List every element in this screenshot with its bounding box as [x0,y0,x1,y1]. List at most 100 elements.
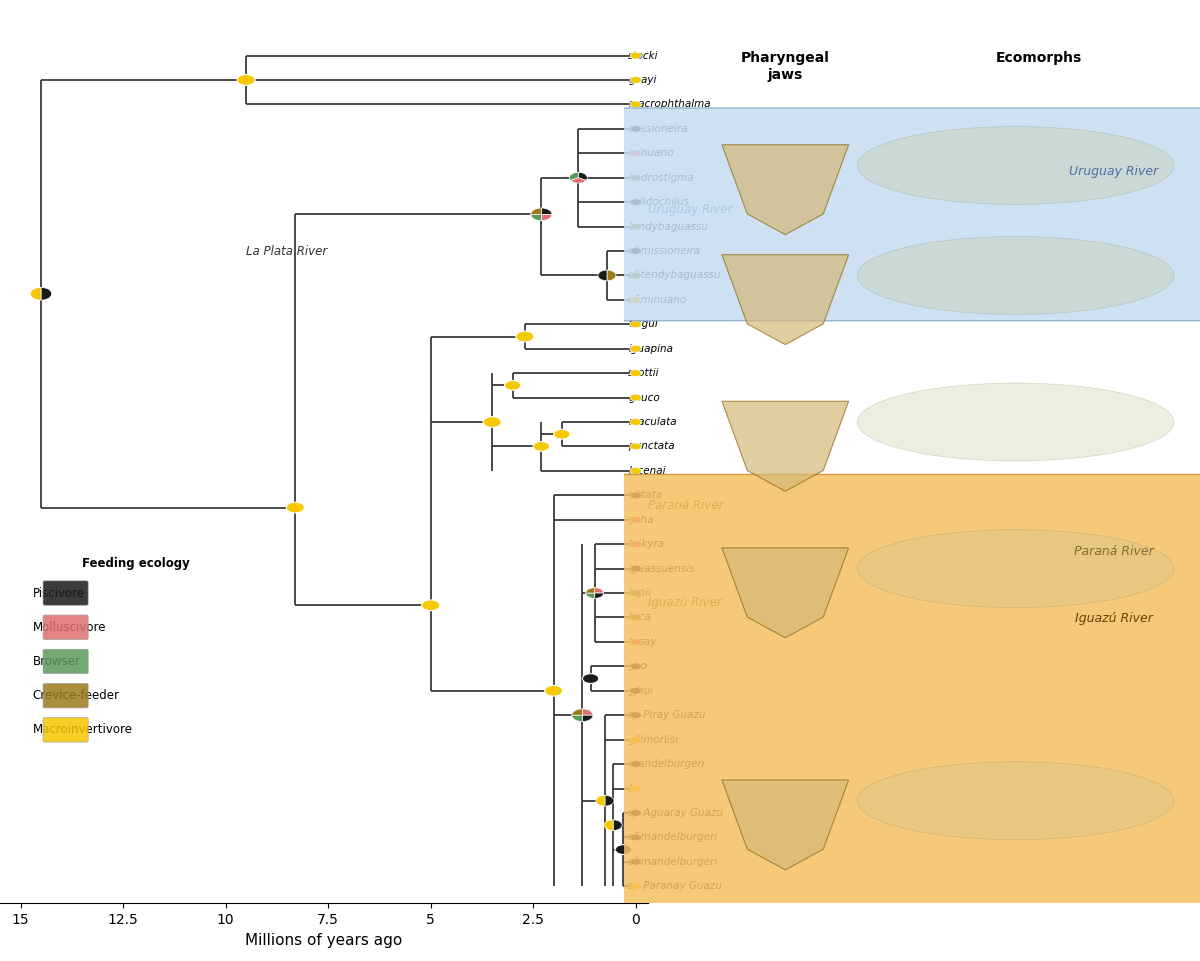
Ellipse shape [857,236,1174,314]
Wedge shape [41,287,52,300]
Text: maculata: maculata [629,417,677,427]
Text: tesay: tesay [629,637,656,647]
Text: Iguazú River: Iguazú River [648,597,721,609]
Ellipse shape [857,127,1174,205]
Circle shape [630,638,642,646]
Text: gillmorlisi: gillmorlisi [629,734,678,745]
Text: geayi: geayi [629,75,656,85]
Circle shape [630,516,642,523]
Text: Paraná River: Paraná River [648,499,724,511]
Wedge shape [582,715,593,722]
Text: tuca: tuca [629,612,652,623]
FancyBboxPatch shape [43,580,88,605]
Text: taikyra: taikyra [629,539,665,549]
Circle shape [553,430,570,439]
Circle shape [287,503,305,513]
Text: Crevice-feeder: Crevice-feeder [32,689,120,702]
FancyBboxPatch shape [43,718,88,742]
Text: cf mandelburgeri: cf mandelburgeri [629,857,718,867]
Circle shape [484,417,502,428]
Wedge shape [604,820,613,830]
Wedge shape [607,270,616,281]
Circle shape [545,685,563,696]
Circle shape [504,381,521,390]
Text: sp Aguaray Guazu: sp Aguaray Guazu [629,808,724,818]
Text: Paraná River: Paraná River [1074,545,1153,557]
Wedge shape [569,172,578,181]
Circle shape [630,712,642,719]
Circle shape [630,687,642,694]
Circle shape [616,845,631,854]
Text: stocki: stocki [629,51,659,61]
Text: Molluscivore: Molluscivore [32,621,107,633]
Polygon shape [722,548,848,638]
Polygon shape [722,402,848,491]
Circle shape [630,761,642,768]
Wedge shape [530,208,541,214]
Circle shape [630,614,642,621]
Wedge shape [598,270,607,281]
Text: tingui: tingui [629,319,658,330]
Circle shape [630,492,642,499]
Ellipse shape [857,530,1174,607]
Text: yjhui: yjhui [629,686,654,696]
Text: Uruguay River: Uruguay River [1069,164,1158,178]
Wedge shape [586,593,595,599]
Circle shape [630,101,642,108]
Circle shape [630,223,642,230]
Text: hu: hu [629,783,642,794]
Text: Feeding ecology: Feeding ecology [82,557,190,570]
Circle shape [630,126,642,133]
Text: sp Paranay Guazu: sp Paranay Guazu [629,881,722,891]
Circle shape [533,441,550,452]
Wedge shape [578,172,587,181]
Text: celidochilus: celidochilus [629,197,689,208]
Text: iguassuensis: iguassuensis [629,563,695,574]
Polygon shape [722,780,848,870]
X-axis label: Millions of years ago: Millions of years ago [245,932,403,948]
FancyBboxPatch shape [618,108,1200,321]
Circle shape [516,332,534,342]
Text: lucenai: lucenai [629,466,666,476]
Wedge shape [596,796,605,806]
Circle shape [630,541,642,548]
FancyBboxPatch shape [43,615,88,639]
Text: missioneira: missioneira [629,124,688,134]
Wedge shape [30,287,41,300]
Text: La Plata River: La Plata River [246,244,328,258]
Text: Uruguay River: Uruguay River [648,203,732,216]
Text: cf mandelburgeri: cf mandelburgeri [629,832,718,843]
FancyBboxPatch shape [43,683,88,708]
Circle shape [630,77,642,84]
Text: macrophthalma: macrophthalma [629,99,710,110]
Wedge shape [571,709,582,715]
Ellipse shape [857,762,1174,840]
Circle shape [630,296,642,304]
Circle shape [630,174,642,181]
Circle shape [630,858,642,865]
Circle shape [630,150,642,157]
Circle shape [630,565,642,572]
Circle shape [630,345,642,352]
Text: yaha: yaha [629,515,654,525]
Wedge shape [595,593,604,599]
Wedge shape [571,715,582,722]
Text: sp Piray Guazu: sp Piray Guazu [629,710,706,720]
Text: punctata: punctata [629,441,674,452]
Text: Iguazú River: Iguazú River [1075,612,1152,626]
FancyBboxPatch shape [43,650,88,674]
Text: vittata: vittata [629,490,662,501]
Circle shape [630,736,642,743]
Circle shape [630,883,642,890]
Polygon shape [722,255,848,345]
Text: scottii: scottii [629,368,660,379]
Text: minuano: minuano [629,148,674,159]
Circle shape [238,75,256,86]
Circle shape [630,663,642,670]
Text: tendybaguassu: tendybaguassu [629,222,708,232]
Text: Pharyngeal
jaws: Pharyngeal jaws [740,51,829,82]
Text: Ecomorphs: Ecomorphs [996,51,1082,65]
Circle shape [630,443,642,450]
Text: Macroinvertivore: Macroinvertivore [32,724,133,736]
Circle shape [630,467,642,475]
